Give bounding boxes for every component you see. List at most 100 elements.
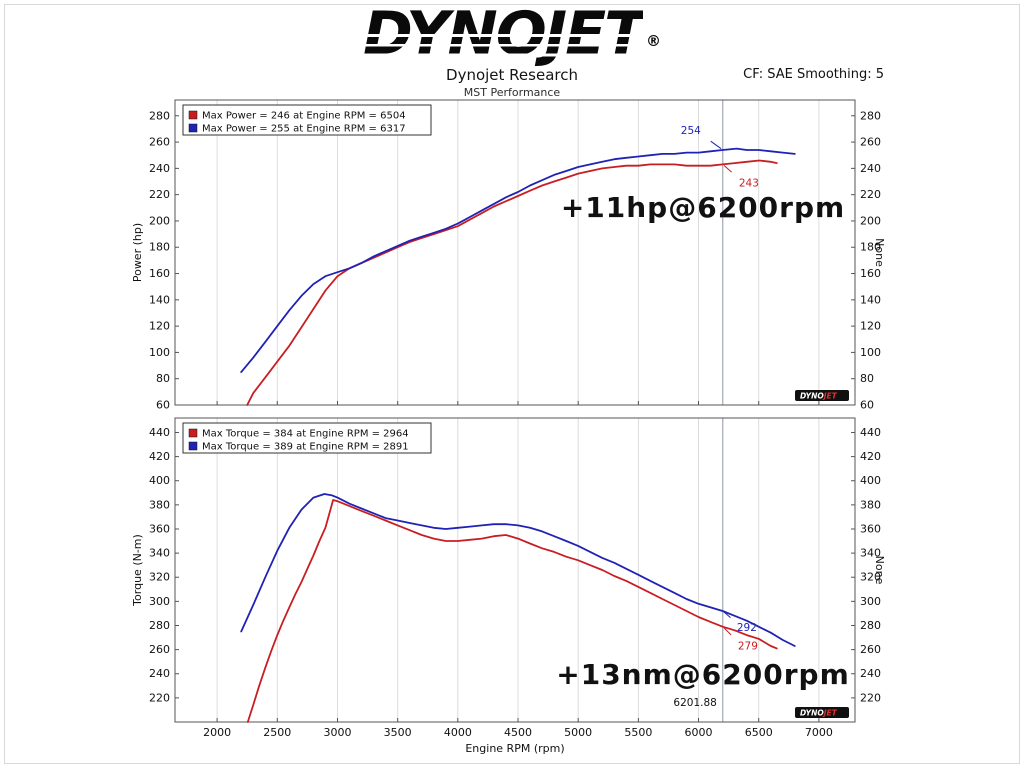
watermark-jet: JET [822,392,838,401]
callout-arrow [710,140,722,150]
callout-arrow [723,627,732,636]
y-tick-label: 360 [149,522,170,535]
y-tick-label-right: 60 [860,399,874,412]
y-tick-label: 340 [149,547,170,560]
y-axis-title: Power (hp) [131,223,144,282]
dyno-curve-1 [240,147,796,374]
x-tick-label: 6500 [745,726,773,739]
y-tick-label-right: 160 [860,267,881,280]
callout-arrow [723,611,731,618]
y-tick-label: 280 [149,109,170,122]
y-axis-title-right: None [873,556,886,585]
y-tick-label-right: 100 [860,346,881,359]
y-tick-label-right: 220 [860,188,881,201]
y-tick-label-right: 180 [860,241,881,254]
y-tick-label: 440 [149,426,170,439]
y-tick-label-right: 260 [860,136,881,149]
x-tick-label: 4000 [444,726,472,739]
y-tick-label: 120 [149,320,170,333]
cursor-value: 254 [681,125,701,137]
legend-box [182,422,432,454]
watermark-jet: JET [822,709,838,718]
y-tick-label: 200 [149,214,170,227]
y-tick-label-right: 320 [860,571,881,584]
legend-marker [188,123,198,133]
y-tick-label: 400 [149,474,170,487]
x-tick-label: 2000 [203,726,231,739]
y-tick-label: 140 [149,293,170,306]
legend-marker [188,428,198,438]
y-axis-title: Torque (N-m) [131,534,144,607]
gain-annotation: +11hp@6200rpm [561,191,845,224]
y-tick-label: 180 [149,241,170,254]
dyno-curve-1 [240,493,796,647]
plot-border [174,417,856,723]
dyno-curve-0 [246,159,778,406]
y-tick-label: 420 [149,450,170,463]
y-tick-label: 80 [156,372,170,385]
cursor-rpm-value: 6201.88 [673,697,716,709]
y-tick-label: 380 [149,498,170,511]
y-tick-label-right: 200 [860,214,881,227]
y-tick-label-right: 340 [860,547,881,560]
y-tick-label: 160 [149,267,170,280]
x-tick-label: 4500 [504,726,532,739]
y-tick-label-right: 420 [860,450,881,463]
y-tick-label: 320 [149,571,170,584]
x-tick-label: 3500 [384,726,412,739]
legend-marker [188,441,198,451]
y-tick-label-right: 440 [860,426,881,439]
y-tick-label: 260 [149,136,170,149]
x-tick-label: 7000 [805,726,833,739]
y-tick-label-right: 300 [860,595,881,608]
y-tick-label-right: 280 [860,619,881,632]
registered-mark: ® [646,32,662,50]
dynojet-watermark-text: DYNOJET [800,709,838,718]
dynojet-watermark-text: DYNOJET [800,392,838,401]
y-tick-label-right: 360 [860,522,881,535]
x-tick-label: 5500 [624,726,652,739]
watermark-dyno: DYNO [800,709,824,718]
y-tick-label: 60 [156,399,170,412]
gain-annotation: +13nm@6200rpm [556,658,850,691]
torque-chart: 220 220 240 240 260 260 280 280 300 300 320 320 340 3… [131,417,886,739]
x-tick-label: 6000 [685,726,713,739]
y-tick-label-right: 280 [860,109,881,122]
x-axis-title: Engine RPM (rpm) [465,742,564,755]
x-tick-label: 3000 [323,726,351,739]
y-tick-label: 260 [149,643,170,656]
callout-arrow [723,165,732,173]
y-axis-title-right: None [873,238,886,267]
y-tick-label-right: 260 [860,643,881,656]
y-tick-label: 280 [149,619,170,632]
legend-label: Max Power = 246 at Engine RPM = 6504 [202,111,406,122]
report-title: Dynojet Research [446,66,578,84]
y-tick-label: 100 [149,346,170,359]
y-tick-label: 240 [149,667,170,680]
cursor-value: 243 [739,177,759,189]
y-tick-label-right: 240 [860,162,881,175]
x-tick-label: 5000 [564,726,592,739]
cursor-value: 279 [738,641,758,653]
power-chart: 60 60 80 80 100 100 120 120 140 140 160 160 180 180 20… [131,99,886,412]
dyno-curve-0 [246,499,778,723]
x-tick-label: 2500 [263,726,291,739]
y-tick-label-right: 400 [860,474,881,487]
y-tick-label: 300 [149,595,170,608]
legend-marker [188,110,198,120]
y-tick-label-right: 380 [860,498,881,511]
y-tick-label-right: 80 [860,372,874,385]
report-subtitle: MST Performance [463,86,561,99]
dynojet-watermark [795,707,849,718]
correction-factor-label: CF: SAE Smoothing: 5 [743,67,884,82]
cursor-value: 292 [737,622,757,634]
y-tick-label-right: 220 [860,691,881,704]
y-tick-label-right: 240 [860,667,881,680]
dynojet-watermark [795,390,849,401]
legend-label: Max Torque = 384 at Engine RPM = 2964 [202,429,409,440]
y-tick-label: 220 [149,188,170,201]
y-tick-label: 240 [149,162,170,175]
legend-label: Max Torque = 389 at Engine RPM = 2891 [202,442,409,453]
